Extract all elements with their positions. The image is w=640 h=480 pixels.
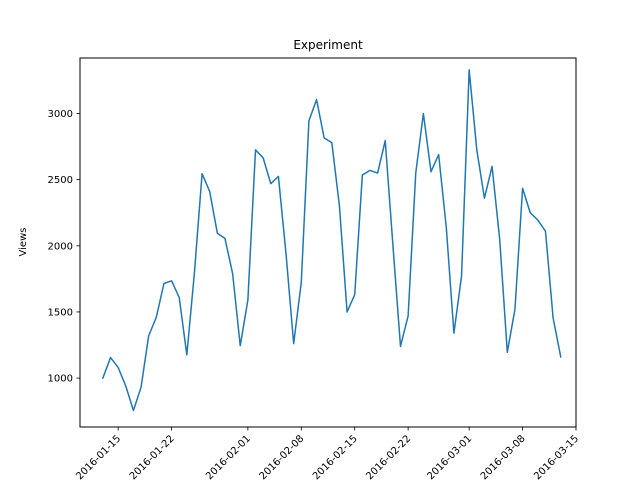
y-tick-label: 1000 [48,374,73,385]
y-tick-label: 1500 [48,307,73,318]
y-tick-label: 2000 [48,241,73,252]
y-tick-label: 3000 [48,109,73,120]
series-line [101,69,562,412]
chart-title: Experiment [293,38,363,52]
y-tick-label: 2500 [48,175,73,186]
plot-area-frame [79,57,577,428]
y-axis-ticks: 1000 1500 2000 2500 3000 [48,109,80,385]
y-axis-label: Views [18,228,29,257]
